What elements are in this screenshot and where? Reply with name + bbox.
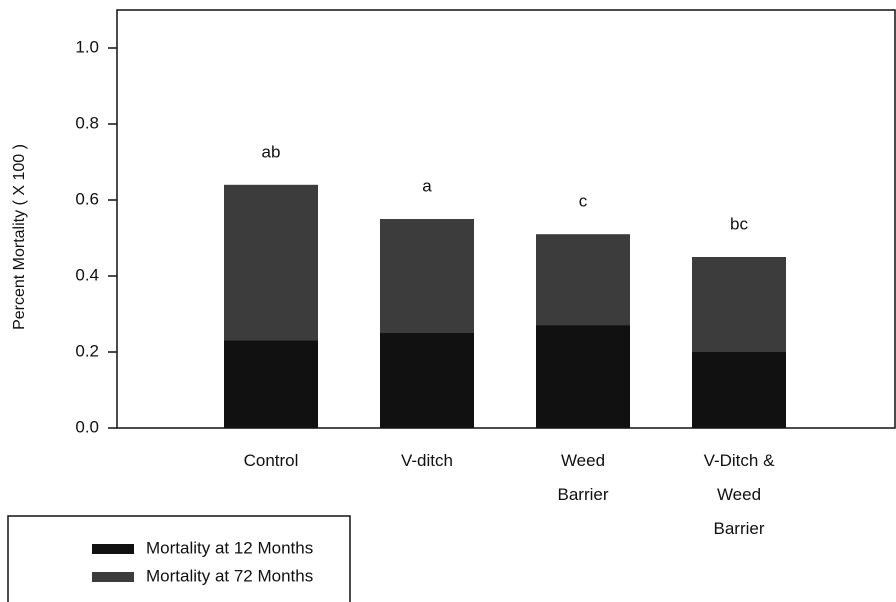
legend-box — [7, 515, 351, 602]
y-tick-label: 0.4 — [75, 265, 99, 284]
x-tick-label: Weed Barrier — [557, 451, 608, 504]
y-tick-label: 0.6 — [75, 189, 99, 208]
bar — [380, 333, 474, 428]
x-tick-label: Control — [244, 451, 299, 470]
y-tick-label: 0.2 — [75, 341, 99, 360]
bar — [692, 352, 786, 428]
x-tick-label: V-Ditch & Weed Barrier — [704, 451, 776, 538]
legend-label: Mortality at 72 Months — [146, 566, 313, 585]
y-axis-label: Percent Mortality ( X 100 ) — [11, 144, 28, 330]
plot-frame — [116, 9, 896, 429]
y-tick-label: 0.0 — [75, 417, 99, 436]
bar — [224, 340, 318, 428]
y-tick-label: 0.8 — [75, 113, 99, 132]
y-tick-label: 1.0 — [75, 37, 99, 56]
annotation: a — [422, 176, 432, 195]
annotation: c — [579, 192, 588, 211]
annotation: ab — [262, 142, 281, 161]
legend-swatch — [92, 572, 134, 582]
x-tick-label: V-ditch — [401, 451, 453, 470]
legend-label: Mortality at 12 Months — [146, 538, 313, 557]
bar — [536, 325, 630, 428]
legend-swatch — [92, 544, 134, 554]
annotation: bc — [730, 214, 748, 233]
